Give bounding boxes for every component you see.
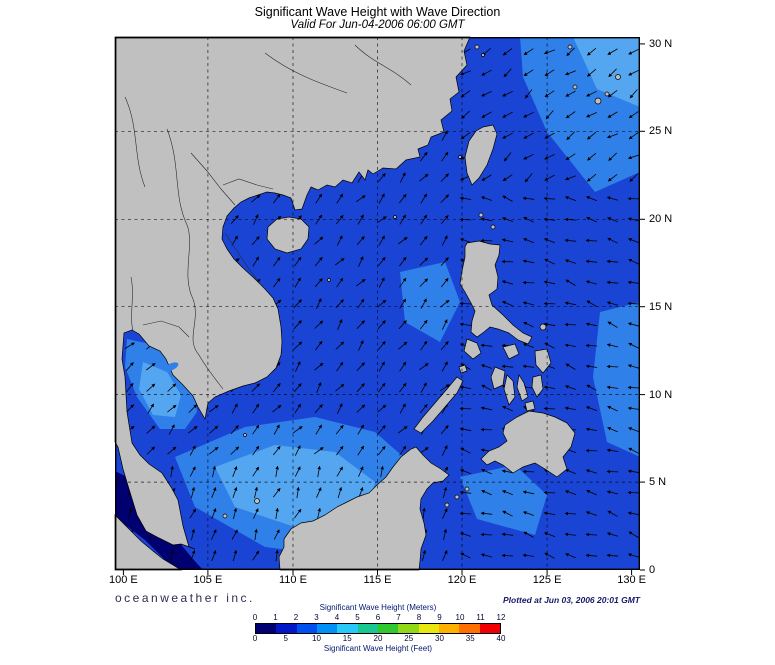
meters-tick-label: 9 (437, 613, 442, 622)
legend-title-feet: Significant Wave Height (Feet) (323, 644, 433, 653)
feet-tick-label: 15 (342, 634, 352, 643)
colorbar-segment (276, 624, 297, 633)
land-borneo (278, 446, 450, 571)
y-axis-tick-label: 25 N (649, 125, 673, 138)
meters-tick-label: 1 (273, 613, 278, 622)
legend-meters-ticks: 0 1 2 3 4 5 6 7 8 9 10 11 12 (252, 613, 506, 623)
meters-tick-label: 5 (355, 613, 360, 622)
colorbar-segment (459, 624, 480, 633)
oceanweather-logo: oceanweather inc. (115, 591, 255, 605)
meters-tick-label: 12 (496, 613, 506, 622)
y-axis-tick-label: 5 N (649, 476, 667, 489)
meters-tick-label: 0 (252, 613, 258, 622)
feet-tick-label: 20 (373, 634, 383, 643)
meters-tick-label: 3 (314, 613, 319, 622)
land-luzon (459, 240, 533, 345)
feet-tick-label: 10 (312, 634, 321, 643)
land-small-islands (222, 44, 621, 519)
lat-lon-grid (115, 37, 640, 570)
y-axis-tick-label: 0 (649, 564, 656, 576)
y-axis-tick-label: 10 N (649, 388, 673, 401)
feet-tick-label: 35 (465, 634, 475, 643)
colorbar-segment (377, 624, 399, 633)
colorbar-segment (256, 624, 277, 633)
page-title: Significant Wave Height with Wave Direct… (254, 5, 501, 19)
colorbar-segment (337, 624, 358, 633)
x-axis-tick-label: 115 E (363, 574, 392, 586)
map-area (114, 36, 645, 575)
x-axis-tick-label: 125 E (532, 574, 562, 586)
feet-tick-label: 40 (496, 634, 506, 643)
colorbar-segment (296, 624, 317, 633)
meters-tick-label: 10 (455, 613, 465, 622)
meters-tick-label: 4 (334, 613, 340, 622)
map-frame (114, 36, 640, 570)
meters-tick-label: 2 (293, 613, 299, 622)
colorbar-segment (479, 624, 500, 633)
colorbar-segment (398, 624, 419, 633)
land-palawan (413, 364, 468, 434)
feet-tick-label: 25 (404, 634, 414, 643)
meters-tick-label: 6 (375, 613, 381, 622)
y-axis-tick-label: 30 N (649, 37, 673, 50)
latitude-axis-labels: 30 N 25 N 20 N 15 N 10 N 5 N 0 (649, 37, 694, 576)
meters-tick-label: 7 (396, 613, 401, 622)
y-axis-tick-label: 15 N (649, 300, 673, 313)
feet-tick-label: 30 (435, 634, 444, 643)
longitude-axis-labels: 100 E 105 E 110 E 115 E 120 E 125 E 130 E (109, 574, 646, 587)
plotted-timestamp: Plotted at Jun 03, 2006 20:01 GMT (503, 595, 640, 605)
land-visayas (463, 338, 552, 412)
legend-colorbar (255, 623, 501, 634)
x-axis-tick-label: 105 E (193, 574, 223, 586)
land-mindanao (480, 410, 576, 478)
wave-map-svg (114, 36, 645, 575)
axis-tick-marks (122, 43, 645, 575)
colorbar-segment (438, 624, 460, 633)
x-axis-tick-label: 110 E (279, 574, 307, 586)
x-axis-tick-label: 100 E (109, 574, 138, 586)
rivers-and-borders (124, 44, 412, 390)
x-axis-tick-label: 130 E (617, 574, 646, 586)
valid-time-subtitle: Valid For Jun-04-2006 06:00 GMT (290, 19, 465, 31)
lake-tonle-sap (163, 362, 179, 372)
land-mainland-asia (114, 36, 471, 550)
meters-tick-label: 8 (416, 613, 422, 622)
y-axis-tick-label: 20 N (649, 213, 673, 226)
land-hainan (266, 216, 310, 254)
land-masses (114, 36, 621, 571)
colorbar-segment (316, 624, 338, 633)
colorbar-segment (418, 624, 439, 633)
colorbar-segment (357, 624, 378, 633)
title-block: Significant Wave Height with Wave Direct… (115, 5, 640, 32)
meters-tick-label: 11 (476, 613, 485, 622)
feet-tick-label: 5 (283, 634, 288, 643)
legend-title-meters: Significant Wave Height (Meters) (319, 603, 437, 612)
legend-feet-ticks: 0 5 10 15 20 25 30 35 40 (252, 634, 506, 644)
x-axis-tick-label: 120 E (447, 574, 477, 586)
land-taiwan (464, 124, 498, 186)
feet-tick-label: 0 (252, 634, 258, 643)
